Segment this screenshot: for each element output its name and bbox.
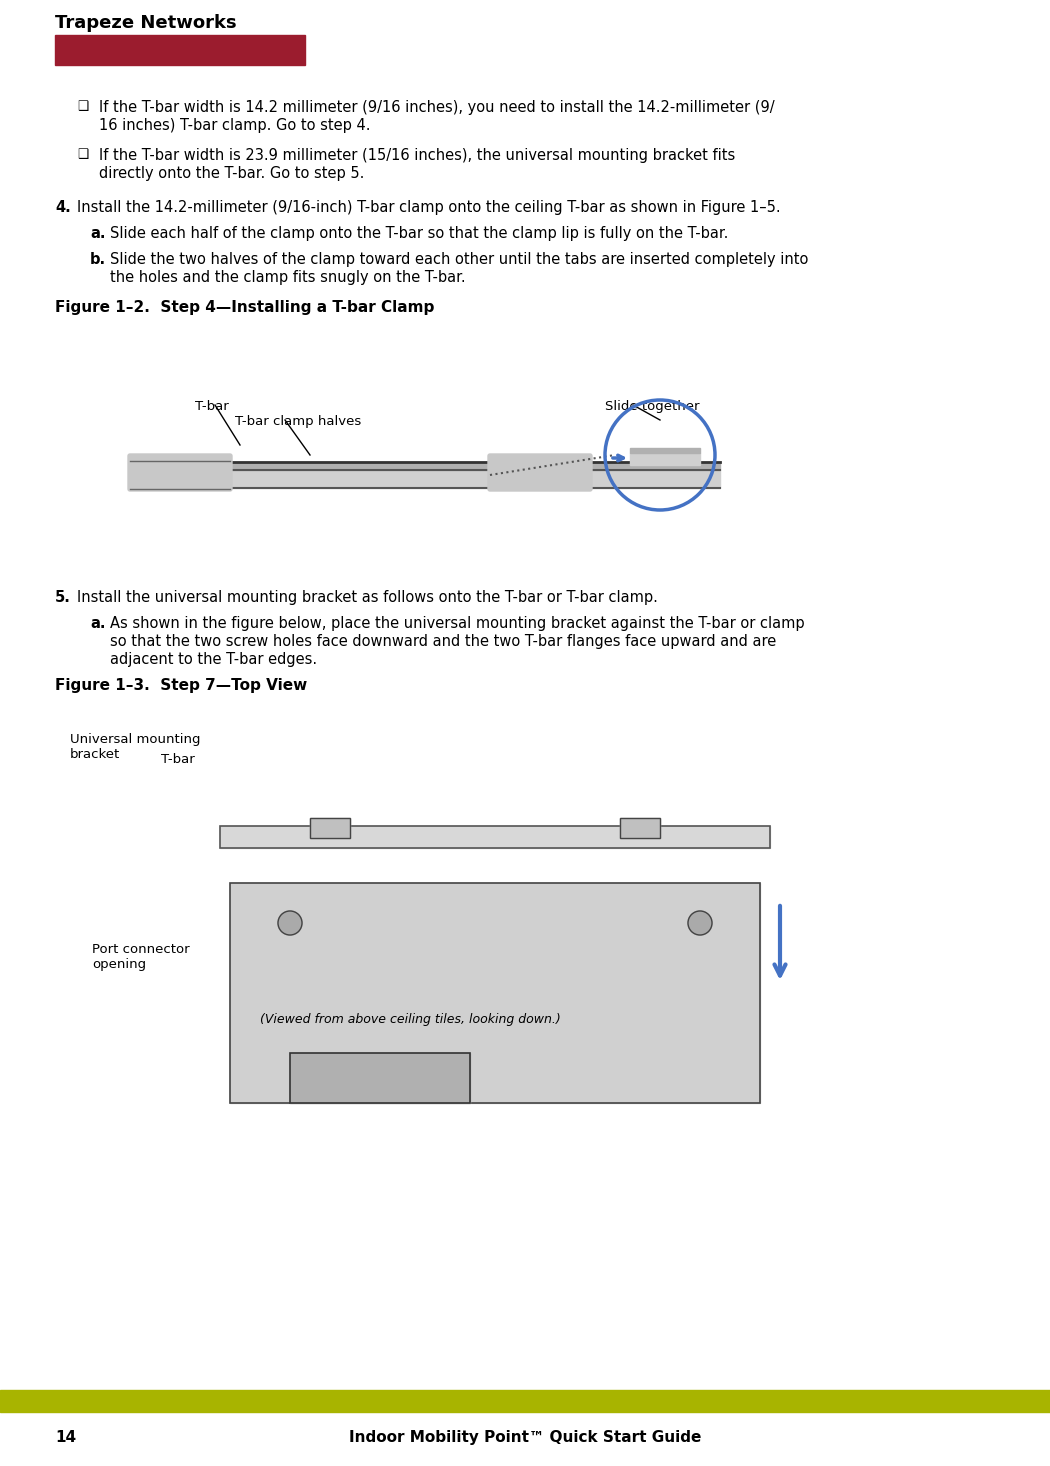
Text: T-bar clamp halves: T-bar clamp halves bbox=[235, 415, 361, 428]
Bar bbox=[55, 35, 304, 65]
Text: Figure 1–3.  Step 7—Top View: Figure 1–3. Step 7—Top View bbox=[55, 677, 308, 693]
Text: Slide the two halves of the clamp toward each other until the tabs are inserted : Slide the two halves of the clamp toward… bbox=[110, 252, 808, 267]
Text: a.: a. bbox=[90, 616, 105, 630]
Text: Trapeze Networks: Trapeze Networks bbox=[55, 15, 236, 32]
Text: 14: 14 bbox=[55, 1429, 76, 1445]
Text: directly onto the T-bar. Go to step 5.: directly onto the T-bar. Go to step 5. bbox=[99, 166, 364, 180]
Text: ❑: ❑ bbox=[77, 148, 88, 161]
Text: Universal mounting
bracket: Universal mounting bracket bbox=[69, 733, 200, 761]
Text: Slide together: Slide together bbox=[605, 400, 699, 413]
Text: so that the two screw holes face downward and the two T-bar flanges face upward : so that the two screw holes face downwar… bbox=[110, 633, 776, 649]
Text: T-bar: T-bar bbox=[195, 400, 229, 413]
Text: the holes and the clamp fits snugly on the T-bar.: the holes and the clamp fits snugly on t… bbox=[110, 270, 465, 284]
Text: Indoor Mobility Point™ Quick Start Guide: Indoor Mobility Point™ Quick Start Guide bbox=[349, 1429, 701, 1445]
FancyBboxPatch shape bbox=[128, 454, 232, 491]
Text: As shown in the figure below, place the universal mounting bracket against the T: As shown in the figure below, place the … bbox=[110, 616, 804, 630]
Text: a.: a. bbox=[90, 226, 105, 240]
Text: adjacent to the T-bar edges.: adjacent to the T-bar edges. bbox=[110, 652, 317, 667]
Bar bbox=[220, 825, 770, 847]
Bar bbox=[620, 818, 660, 839]
FancyArrowPatch shape bbox=[775, 906, 785, 975]
Text: If the T-bar width is 14.2 millimeter (9/16 inches), you need to install the 14.: If the T-bar width is 14.2 millimeter (9… bbox=[99, 100, 775, 114]
Bar bbox=[290, 1053, 470, 1102]
FancyBboxPatch shape bbox=[488, 454, 592, 491]
Bar bbox=[290, 1053, 470, 1102]
Text: Figure 1–2.  Step 4—Installing a T-bar Clamp: Figure 1–2. Step 4—Installing a T-bar Cl… bbox=[55, 301, 435, 315]
Text: ❑: ❑ bbox=[77, 100, 88, 113]
Bar bbox=[310, 818, 350, 839]
Bar bbox=[160, 471, 720, 488]
Bar bbox=[230, 883, 760, 1102]
Text: (Viewed from above ceiling tiles, looking down.): (Viewed from above ceiling tiles, lookin… bbox=[260, 1013, 561, 1026]
Bar bbox=[630, 453, 700, 465]
Text: Slide each half of the clamp onto the T-bar so that the clamp lip is fully on th: Slide each half of the clamp onto the T-… bbox=[110, 226, 729, 240]
Text: 4.: 4. bbox=[55, 199, 70, 216]
Circle shape bbox=[278, 910, 302, 935]
Bar bbox=[220, 825, 770, 847]
Bar bbox=[310, 818, 350, 839]
Text: T-bar: T-bar bbox=[162, 754, 195, 767]
Bar bbox=[0, 1390, 1050, 1412]
Bar bbox=[160, 462, 720, 471]
Text: Install the universal mounting bracket as follows onto the T-bar or T-bar clamp.: Install the universal mounting bracket a… bbox=[77, 589, 658, 605]
Bar bbox=[630, 449, 700, 453]
Bar bbox=[230, 883, 760, 1102]
Text: If the T-bar width is 23.9 millimeter (15/16 inches), the universal mounting bra: If the T-bar width is 23.9 millimeter (1… bbox=[99, 148, 735, 163]
Text: Port connector
opening: Port connector opening bbox=[92, 943, 190, 970]
Bar bbox=[620, 818, 660, 839]
Text: 5.: 5. bbox=[55, 589, 71, 605]
Text: 16 inches) T-bar clamp. Go to step 4.: 16 inches) T-bar clamp. Go to step 4. bbox=[99, 117, 371, 133]
Circle shape bbox=[688, 910, 712, 935]
Text: Install the 14.2-millimeter (9/16-inch) T-bar clamp onto the ceiling T-bar as sh: Install the 14.2-millimeter (9/16-inch) … bbox=[77, 199, 780, 216]
Text: b.: b. bbox=[90, 252, 106, 267]
